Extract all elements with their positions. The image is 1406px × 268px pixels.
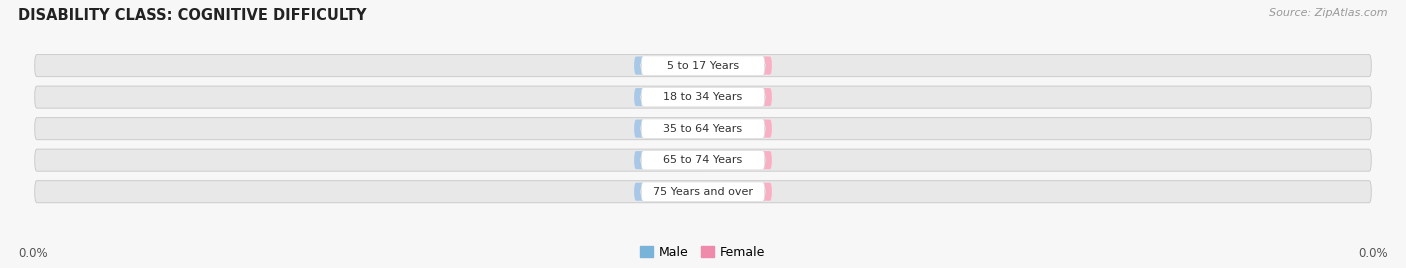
FancyBboxPatch shape bbox=[634, 120, 700, 138]
FancyBboxPatch shape bbox=[706, 57, 772, 75]
FancyBboxPatch shape bbox=[35, 118, 1371, 140]
FancyBboxPatch shape bbox=[641, 150, 765, 170]
Text: 0.0%: 0.0% bbox=[652, 124, 681, 134]
Text: 0.0%: 0.0% bbox=[725, 92, 754, 102]
FancyBboxPatch shape bbox=[641, 119, 765, 138]
FancyBboxPatch shape bbox=[706, 120, 772, 138]
FancyBboxPatch shape bbox=[641, 182, 765, 202]
Text: 0.0%: 0.0% bbox=[652, 155, 681, 165]
Text: 0.0%: 0.0% bbox=[725, 61, 754, 70]
FancyBboxPatch shape bbox=[35, 181, 1371, 203]
Text: DISABILITY CLASS: COGNITIVE DIFFICULTY: DISABILITY CLASS: COGNITIVE DIFFICULTY bbox=[18, 8, 367, 23]
Text: Source: ZipAtlas.com: Source: ZipAtlas.com bbox=[1270, 8, 1388, 18]
Text: 75 Years and over: 75 Years and over bbox=[652, 187, 754, 197]
FancyBboxPatch shape bbox=[706, 183, 772, 201]
Text: 18 to 34 Years: 18 to 34 Years bbox=[664, 92, 742, 102]
Text: 0.0%: 0.0% bbox=[652, 92, 681, 102]
Legend: Male, Female: Male, Female bbox=[636, 241, 770, 264]
Text: 5 to 17 Years: 5 to 17 Years bbox=[666, 61, 740, 70]
Text: 65 to 74 Years: 65 to 74 Years bbox=[664, 155, 742, 165]
FancyBboxPatch shape bbox=[634, 151, 700, 169]
FancyBboxPatch shape bbox=[641, 87, 765, 107]
FancyBboxPatch shape bbox=[35, 149, 1371, 171]
Text: 0.0%: 0.0% bbox=[725, 187, 754, 197]
FancyBboxPatch shape bbox=[706, 151, 772, 169]
Text: 0.0%: 0.0% bbox=[652, 61, 681, 70]
FancyBboxPatch shape bbox=[634, 88, 700, 106]
Text: 0.0%: 0.0% bbox=[18, 247, 48, 260]
FancyBboxPatch shape bbox=[35, 55, 1371, 77]
Text: 0.0%: 0.0% bbox=[652, 187, 681, 197]
FancyBboxPatch shape bbox=[35, 86, 1371, 108]
FancyBboxPatch shape bbox=[641, 56, 765, 75]
FancyBboxPatch shape bbox=[706, 88, 772, 106]
Text: 0.0%: 0.0% bbox=[1358, 247, 1388, 260]
Text: 35 to 64 Years: 35 to 64 Years bbox=[664, 124, 742, 134]
Text: 0.0%: 0.0% bbox=[725, 124, 754, 134]
Text: 0.0%: 0.0% bbox=[725, 155, 754, 165]
FancyBboxPatch shape bbox=[634, 57, 700, 75]
FancyBboxPatch shape bbox=[634, 183, 700, 201]
